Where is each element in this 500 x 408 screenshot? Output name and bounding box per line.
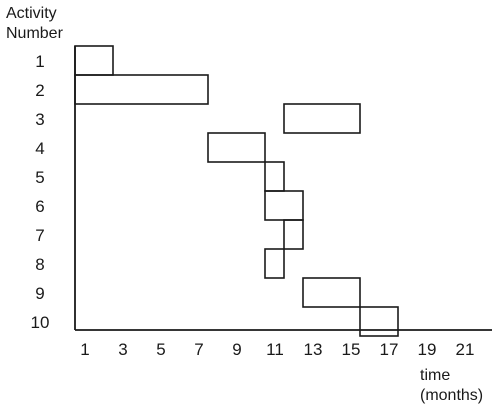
activity-bar-5 xyxy=(264,161,285,192)
activity-number-label: 7 xyxy=(35,226,44,245)
activity-rows: 1 2 3 4 5 6 7 8 9 10 xyxy=(31,52,50,332)
x-tick-label: 19 xyxy=(418,340,437,359)
activity-bar-7 xyxy=(283,219,304,250)
activity-bar-8 xyxy=(264,248,285,279)
x-tick-label: 1 xyxy=(80,340,89,359)
activity-bars xyxy=(74,45,399,337)
activity-number-label: 5 xyxy=(35,168,44,187)
x-tick-label: 17 xyxy=(380,340,399,359)
activity-bar-6 xyxy=(264,190,304,221)
activity-bar-9 xyxy=(302,277,361,308)
activity-bar-3 xyxy=(283,103,361,134)
x-tick-label: 5 xyxy=(156,340,165,359)
activity-bar-1 xyxy=(74,45,114,76)
y-axis-title-line-2: Number xyxy=(6,25,64,42)
activity-number-label: 4 xyxy=(35,139,44,158)
activity-number-label: 8 xyxy=(35,255,44,274)
activity-number-label: 9 xyxy=(35,284,44,303)
x-axis-title-line-2: (months) xyxy=(420,387,483,404)
x-tick-label: 13 xyxy=(304,340,323,359)
x-tick-label: 7 xyxy=(194,340,203,359)
x-tick-label: 9 xyxy=(232,340,241,359)
activity-number-label: 6 xyxy=(35,197,44,216)
x-tick-label: 15 xyxy=(342,340,361,359)
activity-number-label: 10 xyxy=(31,313,50,332)
x-axis-ticks: 1 3 5 7 9 11 13 15 17 19 21 xyxy=(80,340,474,359)
activity-number-label: 1 xyxy=(35,52,44,71)
y-axis-title-line-1: Activity xyxy=(6,5,57,22)
activity-bar-2 xyxy=(74,74,209,105)
activity-number-label: 2 xyxy=(35,81,44,100)
x-tick-label: 11 xyxy=(266,340,284,359)
activity-bar-4 xyxy=(207,132,266,163)
x-tick-label: 21 xyxy=(456,340,475,359)
x-axis-title-line-1: time xyxy=(420,367,450,384)
activity-bar-10 xyxy=(359,306,399,337)
x-tick-label: 3 xyxy=(118,340,127,359)
activity-number-label: 3 xyxy=(35,110,44,129)
